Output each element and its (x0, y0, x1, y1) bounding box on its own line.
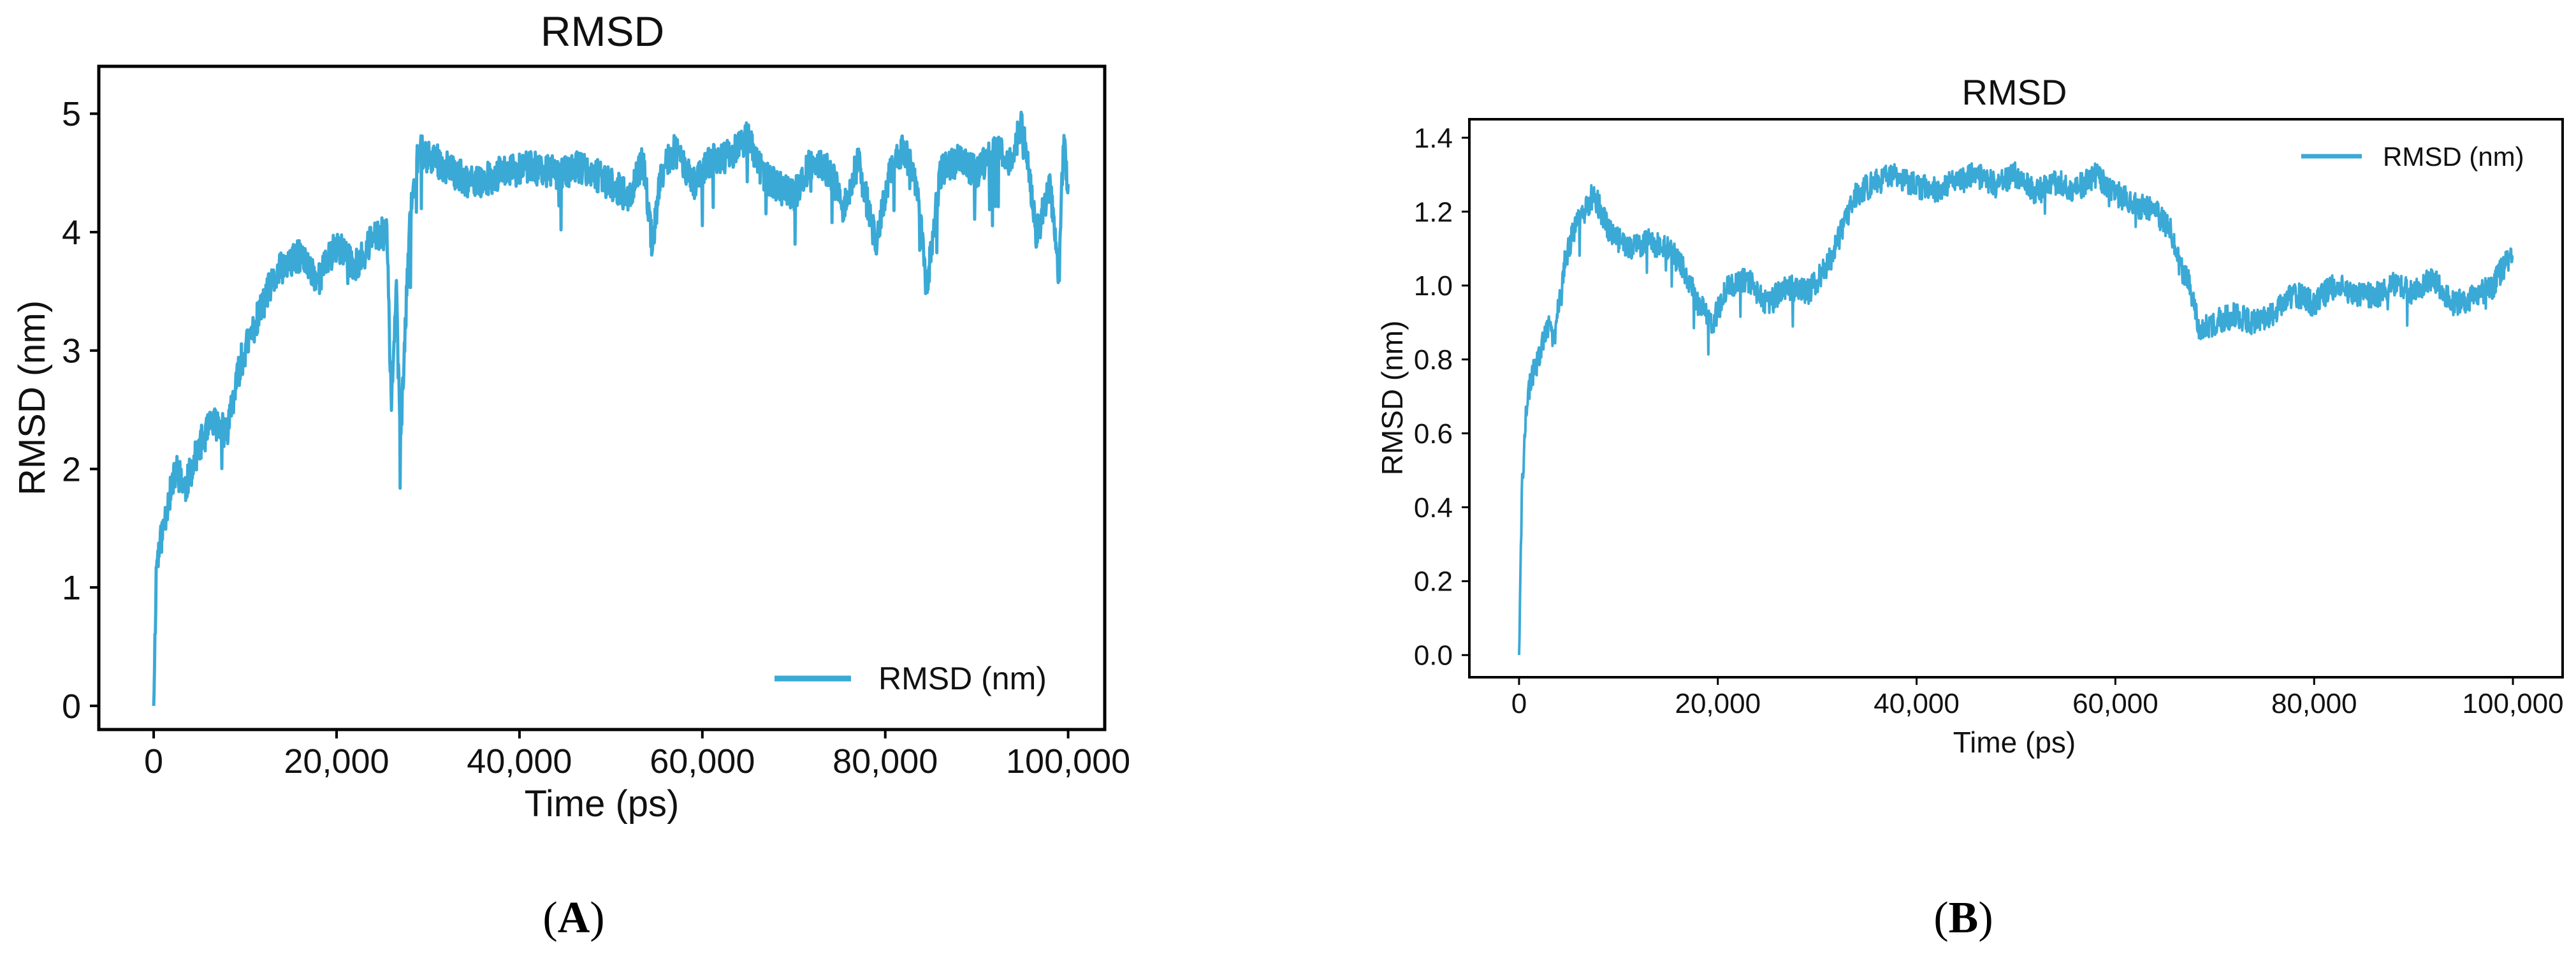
chart-a-x-ticks: 0 20,000 40,000 60,000 80,000 100,000 (144, 730, 1130, 781)
chart-a-y-tick-label: 3 (62, 332, 81, 371)
chart-b-series-layer (1518, 161, 2514, 656)
chart-a-x-tick-label: 0 (144, 742, 163, 781)
chart-b-x-tick-label: 100,000 (2463, 688, 2564, 719)
chart-a-x-tick-label: 100,000 (1006, 742, 1130, 781)
chart-b-legend-label: RMSD (nm) (2383, 142, 2524, 172)
chart-b-title: RMSD (1962, 72, 2067, 112)
chart-b-x-tick-label: 80,000 (2271, 688, 2357, 719)
chart-a-y-tick-label: 2 (62, 450, 81, 488)
chart-a-title: RMSD (541, 8, 664, 55)
chart-b-y-tick-label: 1.2 (1414, 196, 1453, 228)
chart-a-y-axis-label: RMSD (nm) (11, 300, 53, 495)
chart-a-y-tick-label: 1 (62, 569, 81, 607)
chart-a-x-axis-label: Time (ps) (525, 783, 680, 825)
chart-b-y-tick-label: 0.8 (1414, 344, 1453, 376)
chart-b-x-tick-label: 0 (1511, 688, 1527, 719)
chart-b-y-tick-label: 0.2 (1414, 566, 1453, 598)
panel-label-b-close: ) (1978, 893, 1993, 943)
panel-label-b-letter: B (1949, 893, 1979, 943)
chart-b-y-tick-label: 0.6 (1414, 418, 1453, 450)
chart-b-legend: RMSD (nm) (2301, 142, 2524, 172)
panel-label-a-letter: A (558, 893, 590, 943)
chart-b-x-tick-label: 60,000 (2072, 688, 2158, 719)
chart-b-x-tick-label: 40,000 (1874, 688, 1960, 719)
chart-b-y-ticks: 0.0 0.2 0.4 0.6 0.8 1.0 1.2 1.4 (1414, 122, 1469, 671)
chart-a-legend: RMSD (nm) (775, 661, 1047, 696)
chart-b-y-tick-label: 0.4 (1414, 492, 1453, 524)
chart-b-x-tick-label: 20,000 (1675, 688, 1761, 719)
chart-b-y-axis-label: RMSD (nm) (1376, 321, 1409, 476)
chart-a-legend-label: RMSD (nm) (878, 661, 1047, 696)
chart-a-plot-frame (97, 64, 1107, 731)
chart-a-y-tick-label: 4 (62, 214, 81, 252)
panel-label-b: (B) (1933, 893, 1993, 943)
chart-a-x-tick-label: 40,000 (467, 742, 572, 781)
chart-a-y-tick-label: 0 (62, 687, 81, 726)
chart-b-x-ticks: 0 20,000 40,000 60,000 80,000 100,000 (1511, 677, 2564, 719)
chart-b-plot-frame (1468, 118, 2564, 679)
chart-a-series-layer (152, 110, 1070, 706)
chart-a-series-line (152, 110, 1070, 706)
panel-label-a-open: ( (542, 893, 557, 943)
chart-b-x-axis-label: Time (ps) (1953, 726, 2076, 759)
chart-b-y-tick-label: 0.0 (1414, 640, 1453, 671)
chart-a-x-tick-label: 80,000 (833, 742, 938, 781)
chart-a-y-ticks: 0 1 2 3 4 5 (62, 95, 99, 726)
panel-label-a: (A) (542, 893, 604, 943)
chart-b: RMSD 0 20,000 40,000 60,000 80,000 100,000 0.… (1376, 72, 2564, 759)
panel-label-b-open: ( (1933, 893, 1948, 943)
chart-b-series-line (1518, 161, 2514, 656)
chart-b-y-tick-label: 1.4 (1414, 122, 1453, 154)
chart-a-x-tick-label: 60,000 (650, 742, 755, 781)
chart-a-y-tick-label: 5 (62, 95, 81, 133)
panel-label-a-close: ) (590, 893, 604, 943)
chart-a: RMSD 0 20,000 40,000 60,000 80,000 100,000 0 1… (11, 8, 1130, 825)
chart-b-y-tick-label: 1.0 (1414, 270, 1453, 302)
chart-a-x-tick-label: 20,000 (284, 742, 389, 781)
